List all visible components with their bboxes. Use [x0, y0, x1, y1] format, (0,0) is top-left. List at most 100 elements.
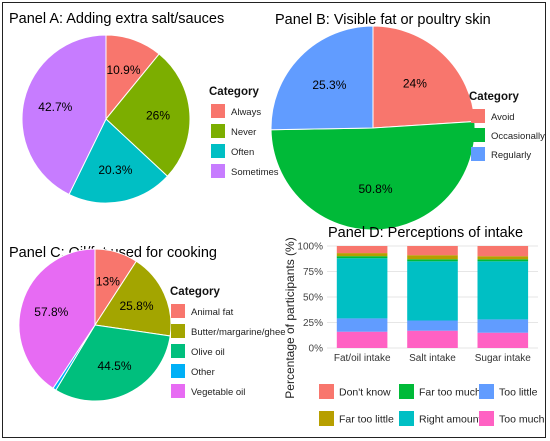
- panel-a-title: Panel A: Adding extra salt/sauces: [9, 11, 224, 27]
- pie-c-label-animal-fat: 13%: [96, 274, 120, 288]
- panel-d-bar-sugar-intake-far-too-little: [477, 256, 529, 260]
- panel-d-legend-key-far-too-much: [399, 384, 414, 399]
- panel-d-ytick-label: 0%: [309, 344, 324, 355]
- panel-d-bar-sugar-intake-don-t-know: [477, 246, 529, 257]
- pie-c-label-olive-oil: 44.5%: [97, 359, 131, 373]
- pie-a-legend-key-sometimes: [211, 164, 225, 178]
- panel-c-pie: 13%25.8%44.5%1%57.8%: [18, 248, 172, 402]
- panel-b-pie: 24% 50.8% 25.3%: [270, 25, 476, 231]
- pie-c-legend-label-vegetable-oil: Vegetable oil: [191, 387, 245, 398]
- panel-d-legend: Don't know Far too much Too little Far too …: [319, 384, 545, 426]
- panel-a: Panel A: Adding extra salt/sauces 10.9% 2…: [9, 11, 279, 204]
- pie-a-slice-sometimes: [21, 34, 107, 196]
- pie-b-slice-avoid: [372, 25, 476, 129]
- panel-b-legend-title: Category: [469, 91, 519, 103]
- pie-a-legend-label-sometimes: Sometimes: [231, 167, 279, 178]
- panel-d-xtick-label: Fat/oil intake: [334, 353, 391, 364]
- panel-d-bar-salt-intake-far-too-little: [407, 255, 458, 260]
- pie-a-legend-label-never: Never: [231, 127, 256, 138]
- panel-d-ytick-label: 25%: [303, 318, 323, 329]
- panel-d-bar-sugar-intake-far-too-much: [477, 259, 529, 262]
- panel-d-ytick-label: 75%: [303, 267, 323, 278]
- pie-a-label-sometimes: 42.7%: [38, 100, 72, 114]
- pie-b-label-regularly: 25.3%: [312, 78, 346, 92]
- pie-c-legend-key-olive-oil: [171, 344, 185, 358]
- pie-a-legend-key-always: [211, 104, 225, 118]
- panel-c-legend: Animal fat Butter/margarine/ghee Olive oil…: [171, 304, 286, 398]
- pie-b-label-avoid: 24%: [403, 76, 427, 90]
- panel-d-bar-salt-intake-far-too-much: [407, 259, 458, 262]
- panel-d-legend-key-right-amount: [399, 411, 414, 426]
- panel-d-bars: 0% 25% 50% 75% 100% Fat/oil intake Salt intake…: [297, 242, 538, 364]
- panel-d-legend-key-far-too-little: [319, 411, 334, 426]
- panel-c-legend-title: Category: [170, 286, 220, 298]
- panel-a-pie: 10.9% 26% 20.3% 42.7%: [21, 34, 191, 204]
- pie-c-legend-key-butter-margarine-ghee: [171, 324, 185, 338]
- pie-a-label-never: 26%: [146, 109, 170, 123]
- panel-d-ytick-label: 100%: [297, 242, 323, 253]
- figure-frame: Panel A: Adding extra salt/sauces 10.9% 2…: [2, 2, 546, 438]
- panel-d-legend-key-too-little: [479, 384, 494, 399]
- panel-d-bar-fat-oil-intake-right-amount: [336, 258, 388, 319]
- pie-c-slice-olive-oil: [55, 324, 171, 402]
- pie-a-legend-label-often: Often: [231, 147, 254, 158]
- pie-a-label-often: 20.3%: [98, 163, 132, 177]
- pie-a-label-always: 10.9%: [106, 63, 140, 77]
- panel-d-bar-fat-oil-intake-too-much: [336, 331, 388, 348]
- panel-b-title: Panel B: Visible fat or poultry skin: [275, 12, 491, 28]
- panel-d-legend-key-too-much: [479, 411, 494, 426]
- pie-b-legend-key-occasionally: [471, 128, 485, 142]
- panel-d: Panel D: Perceptions of intake Percentag…: [283, 225, 545, 426]
- pie-a-legend-key-often: [211, 144, 225, 158]
- panel-d-bar-fat-oil-intake-too-little: [336, 318, 388, 332]
- panel-d-bar-fat-oil-intake-far-too-much: [336, 256, 388, 259]
- pie-c-label-vegetable-oil: 57.8%: [34, 305, 68, 319]
- panel-b-legend: Avoid Occasionally Regularly: [471, 109, 545, 161]
- panel-d-xtick-label: Sugar intake: [475, 353, 532, 364]
- pie-b-legend-label-regularly: Regularly: [491, 150, 531, 161]
- pie-b-slice-occasionally: [270, 120, 476, 231]
- pie-c-legend-label-other: Other: [191, 367, 215, 378]
- pie-b-legend-key-avoid: [471, 109, 485, 123]
- panel-d-bar-sugar-intake-too-much: [477, 332, 529, 348]
- panel-d-legend-label-far-too-much: Far too much: [419, 387, 481, 399]
- panel-d-legend-key-don-t-know: [319, 384, 334, 399]
- panel-a-legend-title: Category: [209, 86, 259, 98]
- panel-d-bar-salt-intake-too-much: [407, 330, 458, 348]
- panel-d-title: Panel D: Perceptions of intake: [328, 225, 523, 241]
- pie-a-slice-never: [105, 53, 191, 177]
- pie-c-legend-key-vegetable-oil: [171, 384, 185, 398]
- panel-d-bar-salt-intake-too-little: [407, 320, 458, 331]
- panel-d-bar-sugar-intake-too-little: [477, 319, 529, 333]
- pie-c-label-butter-margarine-ghee: 25.8%: [119, 299, 153, 313]
- pie-b-legend-label-avoid: Avoid: [491, 112, 515, 123]
- pie-b-slice-regularly: [270, 25, 374, 131]
- pie-b-legend-key-regularly: [471, 147, 485, 161]
- panel-d-legend-label-far-too-little: Far too little: [339, 414, 394, 426]
- panel-d-ylabel: Percentage of participants (%): [283, 237, 297, 398]
- pie-c-legend-label-animal-fat: Animal fat: [191, 307, 234, 318]
- pie-a-legend-label-always: Always: [231, 107, 261, 118]
- panel-b: Panel B: Visible fat or poultry skin 24%…: [270, 12, 545, 231]
- pie-b-label-occasionally: 50.8%: [358, 182, 392, 196]
- panel-d-bar-salt-intake-right-amount: [407, 261, 458, 321]
- pie-c-legend-key-other: [171, 364, 185, 378]
- panel-a-legend: Always Never Often Sometimes: [211, 104, 279, 178]
- figure-canvas: Panel A: Adding extra salt/sauces 10.9% 2…: [9, 11, 545, 426]
- panel-d-ytick-label: 50%: [303, 293, 323, 304]
- panel-d-legend-label-don-t-know: Don't know: [339, 387, 391, 399]
- pie-a-slice-often: [68, 118, 169, 204]
- panel-d-bar-fat-oil-intake-don-t-know: [336, 246, 388, 254]
- panel-d-bar-sugar-intake-right-amount: [477, 261, 529, 320]
- panel-d-legend-label-too-much: Too much: [499, 414, 545, 426]
- panel-d-legend-label-right-amount: Right amount: [419, 414, 482, 426]
- pie-c-legend-label-butter-margarine-ghee: Butter/margarine/ghee: [191, 327, 286, 338]
- panel-d-bar-salt-intake-don-t-know: [407, 246, 458, 256]
- pie-c-legend-label-olive-oil: Olive oil: [191, 347, 225, 358]
- pie-c-legend-key-animal-fat: [171, 304, 185, 318]
- pie-b-legend-label-occasionally: Occasionally: [491, 131, 545, 142]
- panel-c: Panel C: Oil/fat used for cooking 13%25.…: [9, 245, 286, 402]
- pie-c-slice-butter-margarine-ghee: [94, 260, 172, 337]
- panel-d-legend-label-too-little: Too little: [499, 387, 538, 399]
- pie-c-slice-vegetable-oil: [18, 248, 96, 390]
